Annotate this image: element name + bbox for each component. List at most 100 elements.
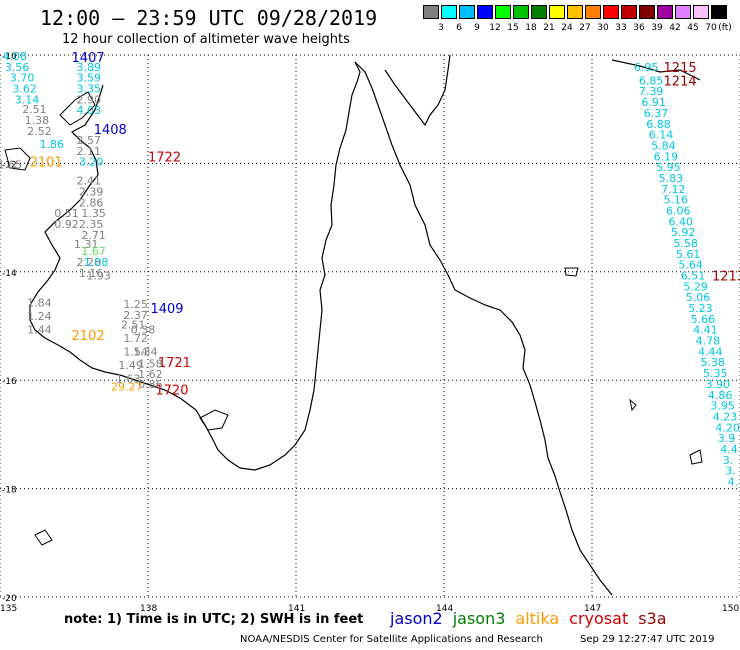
footer-agency: NOAA/NESDIS Center for Satellite Applica… bbox=[240, 634, 543, 645]
satellite-name-jason3: jason3 bbox=[452, 609, 506, 628]
wave-height-value: 4.86 bbox=[708, 389, 733, 402]
wave-height-value: 5.29 bbox=[683, 280, 708, 293]
color-scale-label: 45 bbox=[687, 23, 699, 33]
lon-tick-label: 141 bbox=[288, 604, 305, 614]
color-scale-label: 24 bbox=[561, 23, 573, 33]
cape-york-coastline bbox=[29, 61, 361, 471]
color-swatch bbox=[513, 5, 529, 19]
wave-height-value: 2.57 bbox=[76, 134, 101, 147]
pass-time-label: 1721 bbox=[158, 356, 191, 371]
wave-height-value: 4.44 bbox=[698, 345, 723, 358]
wave-height-value: 5.95 bbox=[656, 161, 681, 174]
wave-height-value: 5.66 bbox=[691, 313, 716, 326]
pass-time-label: 2102 bbox=[72, 329, 105, 344]
island-north bbox=[59, 91, 96, 126]
wave-height-value: 3.14 bbox=[15, 93, 40, 106]
wave-height-value: 2.86 bbox=[79, 196, 104, 209]
wave-height-value: 3. bbox=[725, 465, 736, 478]
png-coastline bbox=[384, 54, 451, 127]
satellite-legend: jason2 jason3 altika cryosat s3a bbox=[390, 609, 677, 628]
pass-time-labels: 1407 1408 1722 2101 1409 2102 1721 1720 12151214… bbox=[30, 51, 740, 398]
wave-height-value: 2.51 bbox=[121, 318, 146, 331]
satellite-name-altika: altika bbox=[515, 609, 560, 628]
wave-height-value: 1.08 bbox=[84, 256, 109, 269]
wave-height-value: 6.91 bbox=[641, 96, 666, 109]
wave-height-value: 1.84 bbox=[27, 297, 51, 310]
color-swatch bbox=[621, 5, 637, 19]
satellite-name-jason2: jason2 bbox=[390, 609, 443, 628]
wave-height-value: 2.39 bbox=[79, 186, 104, 199]
lat-tick-label: -12 bbox=[2, 160, 17, 170]
wave-height-value: 5.64 bbox=[678, 259, 703, 272]
wave-height-value: 4.23 bbox=[713, 410, 738, 423]
wave-height-value: 4. bbox=[728, 475, 739, 488]
wave-height-value: 6.95 bbox=[634, 61, 659, 74]
lon-tick-label: 135 bbox=[0, 604, 17, 614]
color-scale-label: 12 bbox=[489, 23, 501, 33]
wave-height-value: 0.51 bbox=[54, 207, 78, 220]
wave-height-value: 5.06 bbox=[686, 291, 711, 304]
wave-height-value: 6.06 bbox=[666, 204, 691, 217]
wave-height-value: 1.35 bbox=[81, 207, 106, 220]
color-scale-label: 18 bbox=[525, 23, 537, 33]
wave-height-value: 5.92 bbox=[671, 226, 696, 239]
wave-height-value: 3.95 bbox=[710, 400, 735, 413]
lat-tick-label: -14 bbox=[2, 269, 17, 279]
wave-height-value: 6.19 bbox=[654, 150, 679, 163]
lon-tick-label: 138 bbox=[140, 604, 157, 614]
color-swatch bbox=[585, 5, 601, 19]
lon-tick-label: 144 bbox=[436, 604, 453, 614]
wave-height-value: 5.58 bbox=[673, 237, 698, 250]
color-scale-label: 3 bbox=[438, 23, 444, 33]
wave-height-value: 0.92 bbox=[54, 218, 78, 231]
pass-time-label: 1214 bbox=[664, 74, 697, 89]
wave-height-value: 1.24 bbox=[27, 310, 51, 323]
wave-height-value: 6.14 bbox=[649, 129, 674, 142]
wave-height-value: 1.34 bbox=[133, 345, 158, 358]
wave-height-value: 2.90 bbox=[76, 93, 101, 106]
color-swatch bbox=[639, 5, 655, 19]
wave-height-value: 5.16 bbox=[664, 194, 689, 207]
wave-height-value: 1.25 bbox=[123, 298, 148, 311]
satellite-name-s3a: s3a bbox=[638, 609, 667, 628]
wave-height-value: 2.28 bbox=[76, 256, 101, 269]
wave-height-value: 4.4 bbox=[720, 443, 738, 456]
wave-height-value: 5.38 bbox=[701, 356, 726, 369]
wave-height-value: 1.72 bbox=[123, 332, 148, 345]
wave-height-value: 1.54 bbox=[123, 345, 148, 358]
wave-height-value: 4.08 bbox=[2, 50, 27, 63]
wave-height-value: 1.93 bbox=[86, 270, 111, 283]
wave-height-value: 6.40 bbox=[668, 215, 693, 228]
wave-height-value: 1.62 bbox=[138, 368, 163, 381]
wave-height-value: 0.38 bbox=[131, 324, 156, 337]
wave-height-value: 4.20 bbox=[715, 421, 740, 434]
reef-island-1 bbox=[564, 267, 579, 277]
wave-height-value: 4.03 bbox=[76, 104, 101, 117]
color-scale-label: 36 bbox=[633, 23, 645, 33]
wave-height-labels: 4.083.563.703.623.142.511.382.521.861.65… bbox=[0, 50, 740, 488]
pass-time-label: 1409 bbox=[150, 302, 183, 317]
color-scale-label: 39 bbox=[651, 23, 663, 33]
wave-height-value: 1.67 bbox=[81, 245, 106, 258]
color-swatch bbox=[693, 5, 709, 19]
wave-height-value: 5.35 bbox=[703, 367, 728, 380]
wave-height-value: 3. bbox=[723, 454, 734, 467]
color-scale-label: 6 bbox=[456, 23, 462, 33]
wave-height-value: 4.41 bbox=[693, 324, 718, 337]
wave-height-value: 1.58 bbox=[138, 357, 163, 370]
wave-height-value: 6.51 bbox=[681, 270, 706, 283]
wave-height-value: 1.65 bbox=[0, 158, 22, 171]
wave-height-value: 3.20 bbox=[79, 156, 104, 169]
pass-time-label: 2101 bbox=[30, 156, 63, 171]
png-east bbox=[611, 59, 701, 81]
color-scale-label: 33 bbox=[615, 23, 627, 33]
lon-tick-label: 147 bbox=[584, 604, 601, 614]
wave-height-value: 0.86 bbox=[138, 378, 163, 391]
color-swatch bbox=[495, 5, 511, 19]
footer-timestamp: Sep 29 12:27:47 UTC 2019 bbox=[580, 634, 715, 645]
wave-height-value: 6.85 bbox=[639, 74, 664, 87]
color-scale-unit: (ft) bbox=[718, 23, 732, 33]
reef-island-3 bbox=[629, 398, 637, 412]
